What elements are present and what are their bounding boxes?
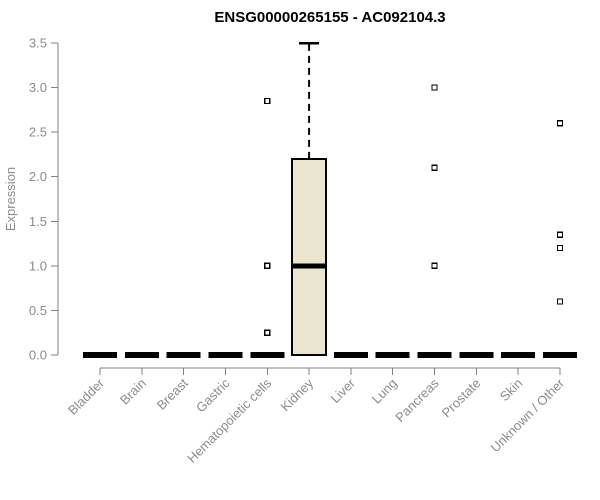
outlier-marker-pancreas [431,164,438,171]
zero-box-breast [166,352,201,358]
x-tick-label-lung: Lung [369,376,400,407]
outlier-marker-unknown-other [556,244,564,252]
outlier-marker-hematopoietic-cells [264,97,271,105]
zero-box-bladder [83,352,117,358]
plot-area: 0.0 0.5 1.0 1.5 2.0 2.5 3.0 3.5 Bladder Brain Brea… [29,36,577,466]
y-tick-label: 3.5 [29,36,47,51]
y-tick-label: 1.0 [29,258,47,273]
box-kidney [291,157,328,356]
x-tick-label-skin: Skin [497,376,525,404]
x-tick-label-breast: Breast [154,375,191,412]
zero-box-prostate [459,352,494,358]
x-tick-label-liver: Liver [327,375,358,406]
zero-box-liver [333,352,368,358]
outlier-marker-hematopoietic-cells [264,329,271,336]
x-tick-label-bladder: Bladder [65,375,108,418]
y-tick-label: 0.0 [29,348,47,363]
zero-box-unknown-other [543,352,577,358]
y-tick-label: 2.5 [29,125,47,140]
zero-box-brain [124,352,159,358]
outlier-marker-unknown-other [556,298,564,305]
x-tick-label-kidney: Kidney [277,375,316,414]
y-tick-label: 1.5 [29,214,47,229]
outlier-marker-unknown-other [556,231,564,238]
chart-title: ENSG00000265155 - AC092104.3 [214,9,445,26]
x-tick-label-prostate: Prostate [439,376,484,421]
outlier-marker-pancreas [431,262,438,270]
x-tick-label-brain: Brain [117,376,149,408]
zero-box-hematopoietic-cells [250,352,285,358]
outlier-marker-unknown-other [556,120,564,127]
zero-box-lung [375,352,410,358]
zero-box-pancreas [417,352,452,358]
x-tick-label-pancreas: Pancreas [392,375,442,425]
y-axis-label: Expression [3,167,18,231]
outlier-marker-hematopoietic-cells [264,262,271,270]
x-tick-label-gastric: Gastric [193,375,233,415]
y-tick-label: 3.0 [29,80,47,95]
outlier-marker-pancreas [431,84,438,91]
x-tick-label-unknown-other: Unknown / Other [488,375,568,455]
zero-box-gastric [208,352,243,358]
zero-box-skin [501,352,536,358]
y-tick-label: 0.5 [29,303,47,318]
y-tick-label: 2.0 [29,169,47,184]
